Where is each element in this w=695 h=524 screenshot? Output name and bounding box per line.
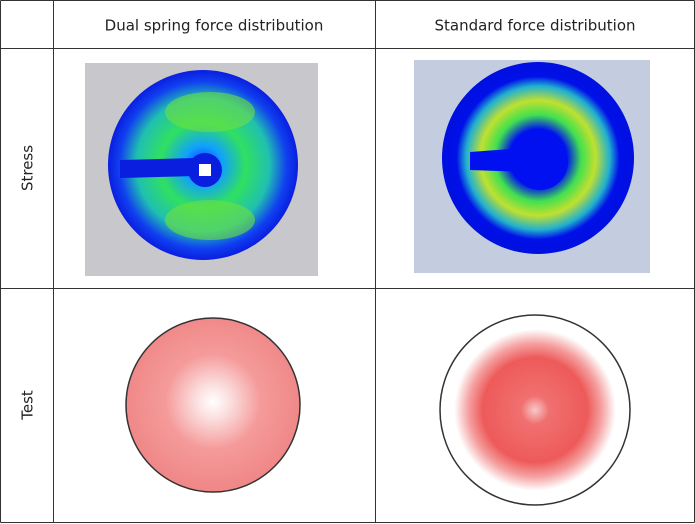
column-header: Dual spring force distribution	[105, 17, 324, 35]
column-header: Standard force distribution	[434, 17, 635, 35]
stress-image-standard	[414, 60, 650, 273]
test-image-standard	[439, 314, 631, 506]
row-header: Stress	[19, 145, 37, 191]
row-header: Test	[19, 390, 37, 421]
test-image-dual	[125, 317, 301, 493]
stress-image-dual	[85, 63, 318, 276]
